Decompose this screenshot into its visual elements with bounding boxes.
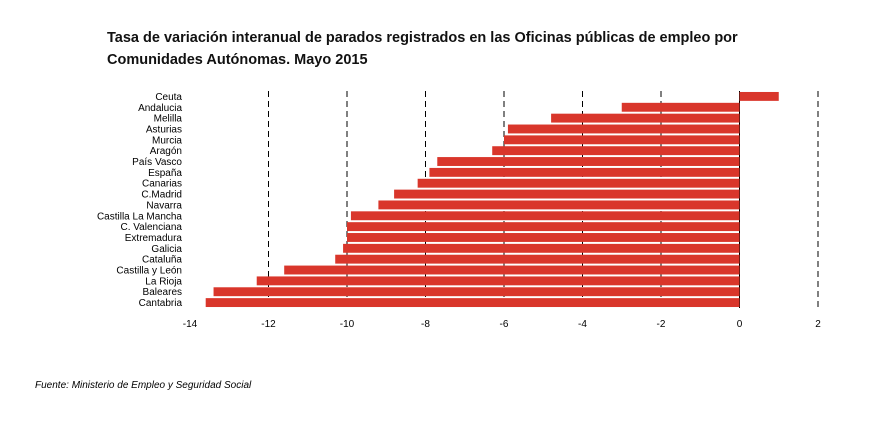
x-tick-label: -4 bbox=[578, 319, 587, 330]
bar bbox=[350, 211, 740, 221]
bar bbox=[343, 243, 740, 253]
bar bbox=[284, 265, 740, 275]
x-tick-label: 0 bbox=[737, 319, 743, 330]
category-label: Extremadura bbox=[125, 233, 183, 244]
bar bbox=[492, 146, 740, 156]
category-label: Ceuta bbox=[155, 92, 182, 103]
category-label: Galicia bbox=[151, 244, 182, 255]
bar bbox=[417, 178, 740, 188]
bar bbox=[437, 157, 740, 166]
x-tick-label: -12 bbox=[261, 319, 276, 330]
category-label: Castilla La Mancha bbox=[97, 211, 182, 222]
bar bbox=[551, 113, 740, 123]
bar bbox=[394, 189, 740, 199]
category-labels: CeutaAndaluciaMelillaAsturiasMurciaAragó… bbox=[97, 92, 182, 309]
x-tick-label: 2 bbox=[815, 319, 821, 330]
category-label: Baleares bbox=[143, 287, 182, 298]
bar bbox=[378, 200, 740, 210]
bar bbox=[335, 254, 740, 264]
x-tick-label: -14 bbox=[183, 319, 198, 330]
category-label: Andalucia bbox=[138, 103, 182, 114]
bar bbox=[739, 91, 779, 101]
bar bbox=[347, 222, 740, 232]
bar bbox=[205, 298, 740, 308]
category-label: Castilla y León bbox=[116, 266, 182, 277]
category-label: España bbox=[148, 168, 182, 179]
x-tick-label: -8 bbox=[421, 319, 430, 330]
x-tick-label: -2 bbox=[657, 319, 666, 330]
category-label: Murcia bbox=[152, 135, 182, 146]
source-note: Fuente: Ministerio de Empleo y Seguridad… bbox=[35, 380, 252, 391]
bars bbox=[205, 91, 779, 308]
x-tick-label: -6 bbox=[500, 319, 509, 330]
category-label: Navarra bbox=[146, 200, 182, 211]
category-label: Cataluña bbox=[142, 255, 182, 266]
category-label: Canarias bbox=[142, 179, 182, 190]
bar bbox=[429, 167, 740, 177]
category-label: C. Valenciana bbox=[120, 222, 182, 233]
bar bbox=[213, 287, 740, 297]
chart-title-line-1: Tasa de variación interanual de parados … bbox=[107, 30, 738, 46]
x-tick-label: -10 bbox=[340, 319, 355, 330]
chart-title-line-2: Comunidades Autónomas. Mayo 2015 bbox=[107, 52, 368, 68]
category-label: C.Madrid bbox=[141, 190, 182, 201]
bar bbox=[621, 102, 740, 112]
category-label: La Rioja bbox=[145, 276, 182, 287]
bar bbox=[507, 124, 740, 134]
bar bbox=[347, 233, 740, 242]
category-label: Asturias bbox=[146, 124, 182, 135]
category-label: País Vasco bbox=[132, 157, 182, 168]
bar bbox=[256, 276, 740, 286]
category-label: Melilla bbox=[154, 114, 183, 125]
gridlines bbox=[268, 91, 819, 308]
category-label: Aragón bbox=[150, 146, 182, 157]
bar bbox=[504, 135, 740, 145]
category-label: Cantabria bbox=[139, 298, 183, 309]
x-axis-tick-labels: -14 -12 -10 -8 -6 -4 -2 0 2 bbox=[183, 319, 821, 330]
chart-title: Tasa de variación interanual de parados … bbox=[107, 27, 807, 71]
